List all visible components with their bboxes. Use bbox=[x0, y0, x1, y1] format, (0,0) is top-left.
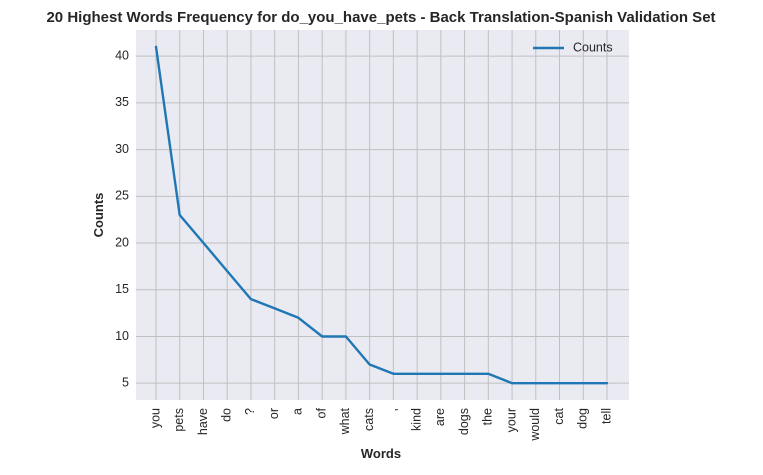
x-tick-label: tell bbox=[599, 408, 613, 424]
x-tick-label: you bbox=[148, 408, 162, 428]
series-lines bbox=[154, 45, 609, 385]
y-tick-label: 20 bbox=[115, 235, 129, 249]
x-tick-label: do bbox=[220, 408, 234, 422]
x-tick-label: what bbox=[338, 407, 352, 435]
x-tick-label: your bbox=[504, 408, 518, 432]
y-tick-label: 15 bbox=[115, 282, 129, 296]
y-tick-label: 35 bbox=[115, 95, 129, 109]
x-tick-label: would bbox=[528, 408, 542, 442]
x-tick-label: or bbox=[267, 408, 281, 419]
legend-label: Counts bbox=[573, 40, 613, 54]
x-tick-labels: you pets have do? or a of what cats, kind are dogs t… bbox=[148, 407, 613, 441]
chart-title: 20 Highest Words Frequency for do_you_ha… bbox=[46, 9, 715, 26]
legend: Counts bbox=[533, 40, 613, 54]
y-tick-label: 10 bbox=[115, 329, 129, 343]
x-tick-label: cats bbox=[362, 408, 376, 431]
x-tick-label: kind bbox=[409, 408, 423, 431]
x-tick-label: dog bbox=[576, 408, 590, 429]
y-tick-label: 40 bbox=[115, 48, 129, 62]
x-tick-label: , bbox=[386, 408, 400, 411]
series-line bbox=[154, 45, 609, 385]
x-tick-label: ? bbox=[243, 408, 257, 415]
x-grid bbox=[155, 30, 608, 400]
y-axis-label: Counts bbox=[91, 193, 106, 238]
x-tick-label: have bbox=[196, 408, 210, 435]
x-tick-label: dogs bbox=[457, 408, 471, 435]
plot-area bbox=[136, 30, 629, 400]
x-axis-label: Words bbox=[361, 446, 401, 461]
x-tick-label: the bbox=[481, 408, 495, 425]
x-tick-label: cat bbox=[552, 407, 566, 424]
x-tick-label: are bbox=[433, 408, 447, 426]
y-tick-label: 5 bbox=[122, 375, 129, 389]
x-tick-label: of bbox=[314, 407, 328, 418]
y-grid bbox=[136, 55, 629, 384]
y-tick-labels: 5 10 15 20 25 30 35 40 bbox=[115, 48, 129, 389]
x-tick-label: pets bbox=[172, 408, 186, 432]
x-tick-label: a bbox=[291, 408, 305, 415]
y-tick-label: 25 bbox=[115, 189, 129, 203]
y-tick-label: 30 bbox=[115, 142, 129, 156]
